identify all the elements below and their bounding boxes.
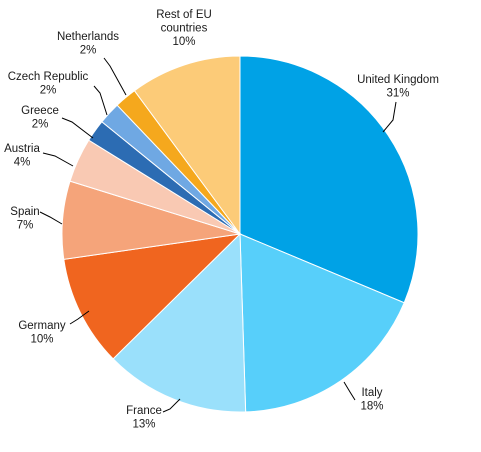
slice-name-label: United Kingdom [357, 74, 439, 86]
slice-name-label: Germany [18, 320, 66, 332]
leader-line-italy [343, 381, 356, 401]
label-france: France 13% [126, 405, 162, 431]
slice-labels: United Kingdom 31% Italy 18% France 13% German… [4, 9, 439, 431]
label-austria: Austria 4% [4, 143, 40, 169]
label-italy: Italy 18% [360, 387, 383, 413]
label-netherlands: Netherlands 2% [57, 31, 119, 57]
slice-united-kingdom [239, 55, 419, 304]
slice-value-label: 2% [32, 119, 49, 131]
slice-value-label: 2% [40, 85, 57, 97]
label-united-kingdom: United Kingdom 31% [357, 74, 439, 100]
slice-rest-of-eu-countries [133, 55, 241, 236]
label-rest-of-eu-countries: Rest of EU countries 10% [156, 9, 212, 48]
slice-name-label: Italy [361, 387, 382, 399]
slice-name-label: France [126, 405, 162, 417]
label-greece: Greece 2% [21, 105, 59, 131]
slice-value-label: 18% [360, 401, 383, 413]
slice-value-label: 13% [132, 419, 155, 431]
slice-value-label: 10% [30, 334, 53, 346]
slice-italy [239, 233, 405, 413]
slice-value-label: 4% [14, 157, 31, 169]
slice-name-label: Greece [21, 105, 59, 117]
pie-slices [61, 55, 419, 413]
leader-line-austria [42, 152, 74, 167]
slice-name-label: Rest of EU [156, 9, 212, 21]
label-germany: Germany 10% [18, 320, 66, 346]
leader-line-france [162, 398, 181, 413]
slice-name-label: Austria [4, 143, 40, 155]
leader-line-germany [69, 310, 90, 325]
slice-name-label: Czech Republic [8, 71, 89, 83]
slice-germany [63, 233, 242, 360]
leader-line-greece [61, 117, 94, 139]
slice-value-label: 7% [17, 220, 34, 232]
leader-line-netherlands [103, 57, 127, 96]
slice-name-label: Netherlands [57, 31, 119, 43]
slice-france [112, 232, 247, 413]
leader-line-united-kingdom [382, 101, 397, 133]
slice-value-label: 10% [172, 36, 195, 48]
label-spain: Spain 7% [10, 206, 39, 232]
slice-value-label: 31% [386, 88, 409, 100]
slice-name-label: Spain [10, 206, 39, 218]
slice-value-label: 2% [80, 45, 97, 57]
leader-lines [39, 57, 397, 413]
label-czech-republic: Czech Republic 2% [8, 71, 89, 97]
leader-line-czech-republic [93, 85, 108, 116]
leader-line-spain [39, 211, 63, 225]
slice-name-label: countries [161, 23, 208, 35]
